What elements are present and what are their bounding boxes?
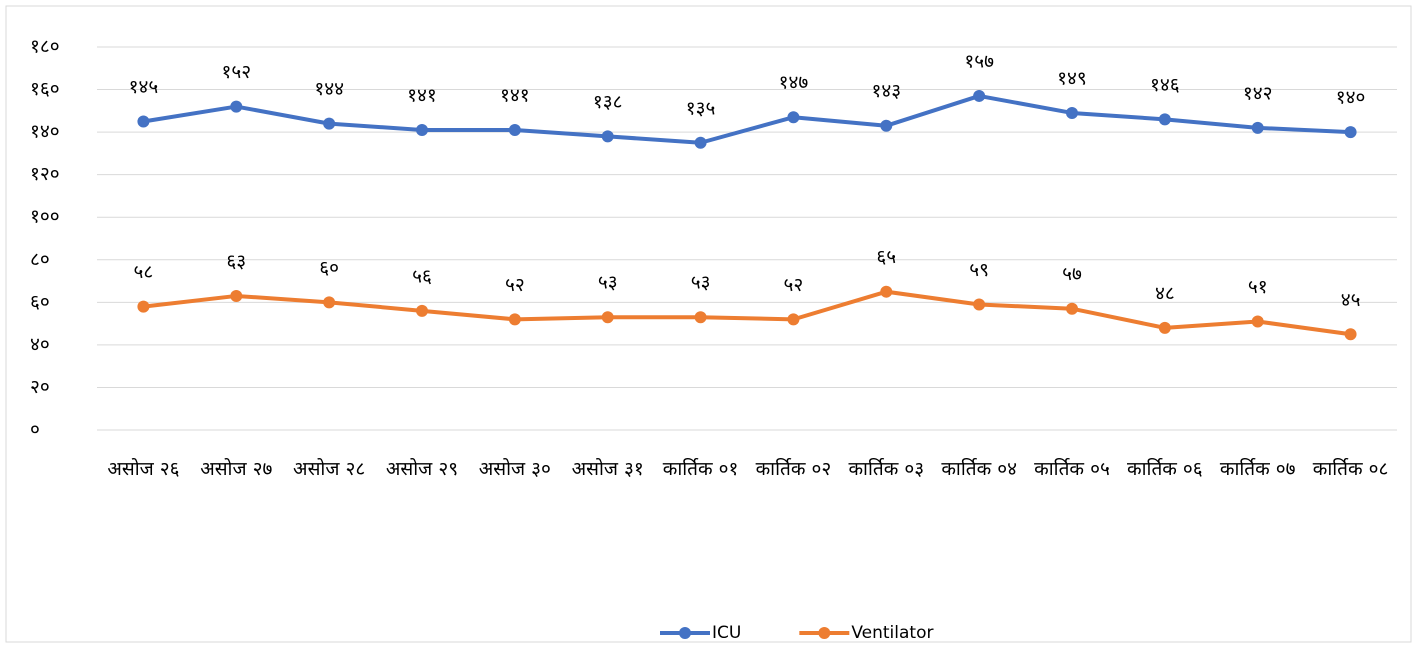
- legend-swatch-marker: [679, 627, 691, 639]
- point: [1066, 302, 1078, 315]
- point: [694, 311, 707, 324]
- x-tick-label: कार्तिक ०७: [1219, 458, 1296, 480]
- y-tick-label: १८०: [30, 36, 60, 58]
- data-label: १४६: [1150, 74, 1180, 96]
- point: [787, 313, 800, 326]
- data-label: १३८: [593, 91, 623, 113]
- data-label: १४१: [407, 84, 437, 106]
- point: [230, 289, 243, 302]
- point: [787, 111, 800, 124]
- data-label: ५८: [134, 261, 154, 283]
- data-label: १४१: [500, 84, 530, 106]
- x-tick-label: असोज २८: [293, 458, 366, 480]
- data-label: ५९: [969, 259, 989, 281]
- legend-swatch-marker: [818, 627, 831, 639]
- y-tick-label: ८०: [30, 248, 50, 270]
- data-label: ४८: [1155, 282, 1175, 304]
- point: [323, 296, 336, 309]
- point: [601, 311, 614, 324]
- data-label: १५२: [221, 61, 251, 83]
- x-tick-label: असोज २६: [107, 458, 180, 480]
- point: [1344, 126, 1357, 139]
- y-tick-label: ०: [30, 419, 40, 441]
- x-tick-label: असोज ३०: [478, 458, 551, 480]
- x-tick-label: कार्तिक ०६: [1127, 458, 1203, 480]
- data-label: १४९: [1057, 67, 1087, 89]
- data-label: ५२: [784, 274, 804, 296]
- line: [143, 289, 1351, 337]
- x-tick-label: कार्तिक ०२: [755, 458, 832, 480]
- y-tick-label: १२०: [30, 163, 60, 185]
- point: [973, 89, 986, 102]
- point: [601, 130, 614, 143]
- x-tick-label: कार्तिक ०४: [941, 458, 1017, 480]
- data-label: १३५: [686, 97, 716, 119]
- point: [416, 123, 428, 136]
- data-label: १४४: [314, 78, 344, 100]
- point: [880, 119, 893, 132]
- x-tick-label: असोज २९: [385, 458, 459, 480]
- y-tick-label: १६०: [30, 78, 60, 100]
- data-label: ६३: [226, 250, 246, 272]
- data-label: १४३: [871, 80, 901, 102]
- data-label: ५३: [598, 272, 618, 294]
- data-label: ५२: [505, 274, 525, 296]
- data-label: ५७: [1062, 263, 1082, 285]
- point: [973, 298, 986, 311]
- data-label: ५१: [1248, 276, 1268, 298]
- data-label: ६५: [876, 246, 896, 268]
- data-label: ४५: [1341, 289, 1361, 311]
- chart-border: [5, 5, 1412, 643]
- point: [1158, 321, 1171, 334]
- data-label: ५६: [412, 265, 432, 287]
- data-label: १४७: [779, 72, 809, 94]
- y-tick-label: १००: [30, 206, 60, 228]
- data-label: १४५: [129, 76, 159, 98]
- x-tick-label: कार्तिक ०५: [1034, 458, 1110, 480]
- y-tick-label: २०: [30, 376, 50, 398]
- x-tick-label: कार्तिक ०१: [662, 458, 739, 480]
- x-tick-label: कार्तिक ०३: [848, 458, 925, 480]
- point: [230, 100, 243, 113]
- y-tick-label: ६०: [30, 291, 50, 313]
- point: [1344, 328, 1357, 341]
- y-tick-label: १४०: [30, 121, 60, 143]
- point: [323, 117, 336, 130]
- point: [694, 136, 707, 149]
- data-label: १४२: [1243, 82, 1273, 104]
- data-label: १४०: [1336, 87, 1366, 109]
- data-label: ५३: [691, 272, 711, 294]
- point: [880, 285, 893, 298]
- point: [508, 123, 521, 136]
- point: [137, 300, 150, 313]
- data-label: १५७: [964, 50, 994, 72]
- point: [1251, 121, 1264, 134]
- point: [1158, 113, 1171, 126]
- data-label: ६०: [319, 257, 339, 279]
- legend-label: ICU: [712, 623, 741, 643]
- point: [137, 115, 150, 128]
- point: [508, 313, 521, 326]
- line: [143, 93, 1351, 145]
- x-tick-label: असोज २७: [200, 458, 273, 480]
- x-tick-label: कार्तिक ०८: [1312, 458, 1389, 480]
- x-tick-label: असोज ३१: [571, 458, 644, 480]
- legend-label: Ventilator: [851, 623, 933, 643]
- point: [1251, 315, 1264, 328]
- point: [1066, 106, 1078, 119]
- point: [416, 304, 428, 317]
- y-tick-label: ४०: [30, 333, 50, 355]
